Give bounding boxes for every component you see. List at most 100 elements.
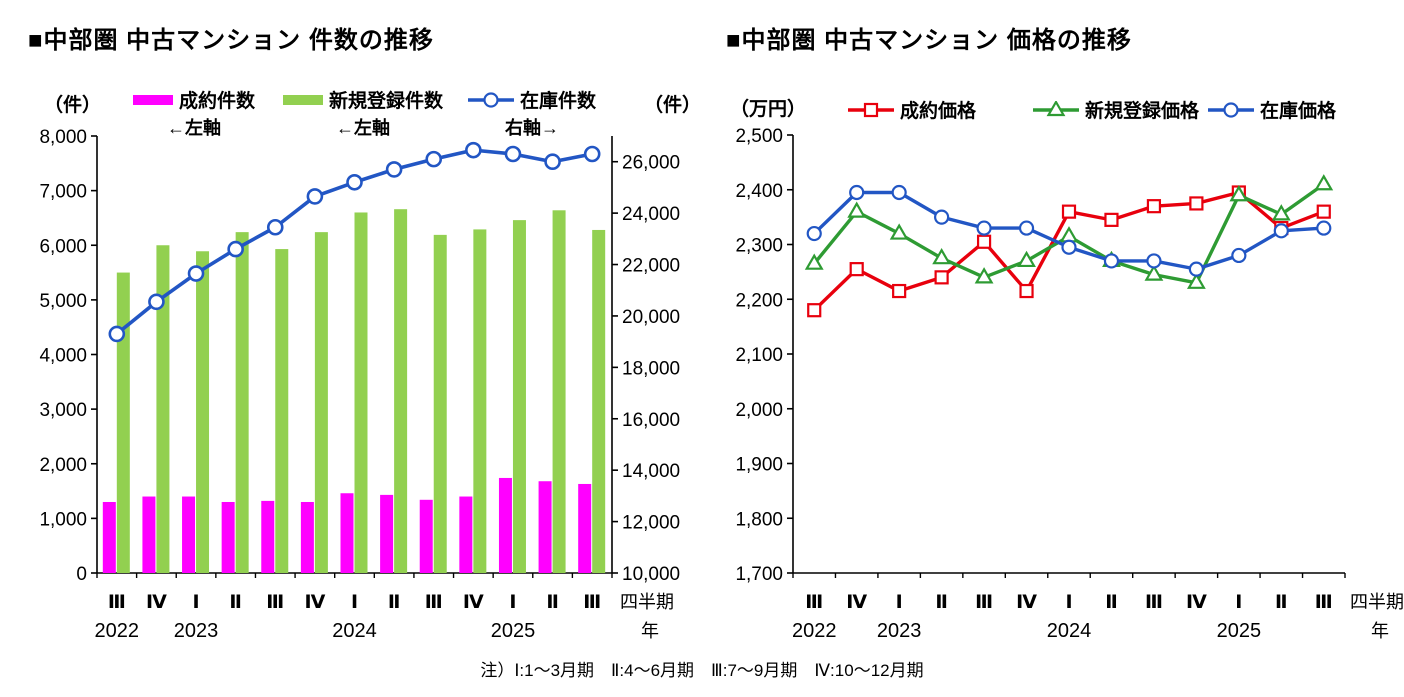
price-chart-panel: ■中部圏 中古マンション 価格の推移 （万円） 成約価格 新規登録価格 在庫価格 1… (700, 0, 1404, 652)
bar (552, 210, 566, 574)
legend-label: 新規登録件数 (329, 91, 444, 112)
data-point-marker (804, 253, 824, 270)
x-axis-ticks (96, 573, 613, 578)
y-axis-left-tick-label: 1,000 (39, 509, 87, 530)
bar (221, 501, 235, 573)
x-axis-year-labels: 2022 2023 2024 2025 (95, 620, 536, 642)
y-axis-right-tick-label: 26,000 (622, 153, 680, 174)
legend-label: 新規登録価格 (1085, 101, 1200, 122)
year-label: 2024 (332, 620, 377, 642)
year-label: 2024 (1047, 620, 1092, 642)
quarter-label: Ⅱ (229, 592, 242, 613)
legend-row: 在庫価格 (1208, 96, 1336, 123)
data-point-marker (1229, 185, 1249, 202)
data-point-marker (1046, 100, 1066, 116)
y-axis-right-tick-label: 20,000 (622, 307, 680, 328)
data-point-marker (1017, 250, 1036, 268)
x-axis-caption-year: 年 (1371, 621, 1389, 641)
data-point-marker (266, 218, 284, 236)
line-series-2 (806, 184, 1332, 277)
legend-item-volume-1: 新規登録件数 ←左軸 (283, 86, 443, 140)
x-axis-quarter-labels: Ⅲ Ⅳ Ⅰ Ⅱ Ⅲ Ⅳ Ⅰ Ⅱ Ⅲ Ⅳ Ⅰ Ⅱ Ⅲ (805, 592, 1333, 613)
quarter-label: Ⅰ (1235, 592, 1242, 613)
x-axis-year-labels: 2022 2023 2024 2025 (792, 620, 1261, 642)
quarter-label: Ⅲ (805, 592, 823, 613)
quarter-label: Ⅳ (146, 592, 167, 613)
quarter-label: Ⅱ (935, 592, 948, 613)
y-axis-right-tick-label: 12,000 (622, 513, 680, 534)
bar (419, 499, 433, 573)
legend-label: 在庫件数 (520, 91, 597, 112)
data-point-marker (187, 265, 205, 282)
data-point-marker (108, 325, 126, 343)
data-point-marker (806, 225, 822, 242)
data-point-marker (1273, 223, 1289, 239)
data-point-marker (891, 184, 907, 201)
bar (498, 477, 512, 573)
bar (380, 494, 394, 573)
data-point-marker (544, 153, 561, 171)
bar (196, 251, 210, 574)
x-axis-caption-quarter: 四半期 (620, 592, 674, 612)
quarter-label: Ⅲ (975, 592, 993, 613)
quarter-definition-note: 注）Ⅰ:1～3月期 Ⅱ:4～6月期 Ⅲ:7～9月期 Ⅳ:10～12月期 (480, 661, 924, 680)
quarter-label: Ⅳ (1186, 592, 1207, 613)
legend-item-price-1: 新規登録価格 (1033, 96, 1199, 123)
legend-line-swatch (1033, 100, 1079, 116)
y-axis-right-ticks: 10,000 12,000 14,000 16,000 18,000 20,000 22,0… (612, 153, 680, 585)
data-point-marker (1018, 220, 1035, 236)
legend-line-swatch (1208, 101, 1254, 118)
quarter-label: Ⅱ (388, 592, 401, 613)
legend-item-volume-2: 在庫件数 右軸→ (468, 86, 596, 140)
legend-label: 成約価格 (900, 101, 977, 122)
y-axis-left-tick-label: 2,100 (735, 345, 783, 366)
legend-line-swatch (468, 91, 514, 108)
data-point-marker (934, 270, 949, 285)
quarter-label: Ⅰ (192, 592, 199, 613)
data-point-marker (807, 303, 822, 318)
bar-series-1 (116, 209, 606, 574)
y-axis-left-tick-label: 2,200 (735, 290, 783, 311)
year-label: 2022 (95, 620, 140, 642)
quarter-label: Ⅲ (1145, 592, 1163, 613)
y-axis-left-tick-label: 1,700 (735, 564, 783, 585)
bar (473, 229, 487, 573)
bar (102, 501, 116, 573)
quarter-label: Ⅳ (1016, 592, 1037, 613)
quarter-label: Ⅰ (351, 592, 358, 613)
data-point-marker (1188, 261, 1204, 277)
data-point-marker (1223, 101, 1239, 118)
bar (182, 496, 196, 573)
y-axis-left-tick-label: 2,400 (735, 181, 783, 202)
legend-item-volume-0: 成約件数 ←左軸 (133, 86, 255, 140)
data-point-marker (346, 173, 363, 191)
legend-row: 新規登録件数 (283, 86, 443, 113)
data-point-marker (1314, 174, 1334, 191)
bar-series-0 (102, 477, 592, 573)
y-axis-left-tick-label: 4,000 (39, 346, 87, 367)
data-point-marker (974, 267, 994, 284)
data-point-marker (849, 262, 864, 277)
data-point-marker (385, 161, 403, 178)
data-point-marker (1019, 283, 1034, 299)
quarter-label: Ⅲ (266, 592, 284, 613)
legend-label: 在庫価格 (1260, 101, 1337, 122)
legend-label: 成約件数 (179, 91, 256, 112)
legend-item-price-2: 在庫価格 (1208, 96, 1336, 123)
y-axis-left-tick-label: 0 (76, 564, 87, 585)
volume-chart-panel: ■中部圏 中古マンション 件数の推移 （件） （件） 成約件数 ←左軸 新規登録件数… (0, 0, 701, 652)
volume-chart-title: ■中部圏 中古マンション 件数の推移 (28, 27, 434, 54)
legend-row: 成約価格 (848, 96, 976, 123)
volume-chart-plot: 0 1,000 2,000 3,000 4,000 5,000 6,000 7,000 8,00… (39, 127, 680, 642)
y-axis-left-tick-label: 2,500 (735, 126, 783, 147)
quarter-label: Ⅰ (896, 592, 903, 613)
data-point-marker (227, 240, 244, 258)
price-chart-legend: 成約価格 新規登録価格 在庫価格 (700, 84, 1404, 140)
data-point-marker (976, 234, 992, 249)
legend-row: 在庫件数 (468, 86, 596, 113)
data-point-marker (849, 184, 865, 201)
bar (156, 245, 170, 573)
data-point-marker (1186, 272, 1206, 289)
quarter-label: Ⅰ (1065, 592, 1072, 613)
bar (433, 234, 447, 573)
